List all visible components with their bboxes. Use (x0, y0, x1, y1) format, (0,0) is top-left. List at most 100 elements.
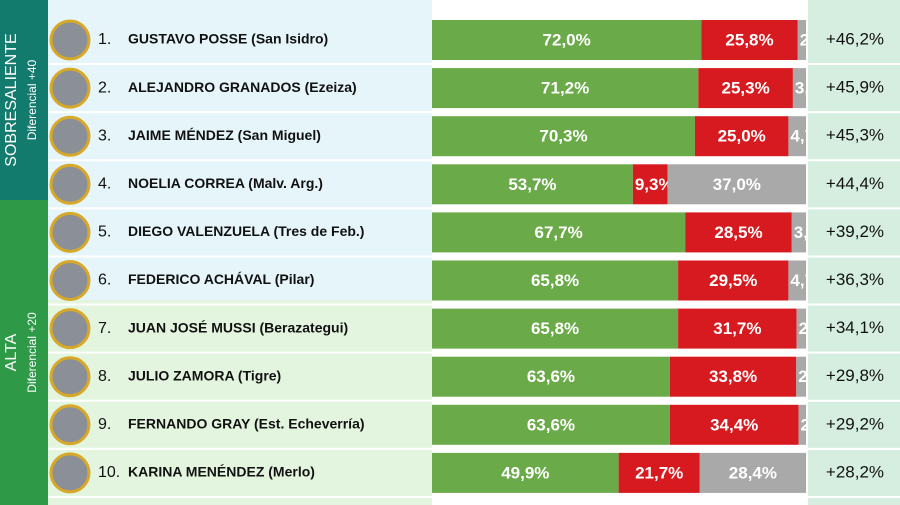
group-panel (0, 200, 48, 505)
bar-segment (792, 68, 806, 109)
avatar (49, 163, 91, 205)
rank: 6. (98, 272, 111, 289)
value-label: 49,9% (501, 463, 549, 482)
value-label: 2,0% (801, 415, 840, 434)
bar-segment (678, 260, 789, 301)
differential: +44,4% (826, 174, 884, 193)
differential: +46,2% (826, 29, 884, 48)
value-label: 21,7% (635, 463, 683, 482)
avatar (49, 356, 91, 398)
value-label: 63,6% (527, 415, 575, 434)
value-label: 28,4% (729, 463, 777, 482)
value-label: 25,3% (721, 79, 769, 98)
differential: +45,9% (826, 78, 884, 97)
value-label: 37,0% (713, 175, 761, 194)
bar-segment (669, 404, 799, 445)
name: FEDERICO ACHÁVAL (Pilar) (128, 271, 314, 287)
bars: 72,0% 25,8% 2,2% 71,2% 25,3% 3,5% 70,3% 25,0% 4,… (432, 20, 840, 493)
group-panel (0, 0, 48, 200)
avatar (49, 67, 91, 109)
bar-segment (432, 308, 679, 349)
name: JAIME MÉNDEZ (San Miguel) (128, 127, 321, 143)
value-label: 71,2% (541, 79, 589, 98)
bar-segment (796, 356, 806, 397)
rank: 10. (98, 464, 120, 481)
group-sublabel: Diferencial +20 (25, 312, 39, 393)
value-label: 4,7% (790, 127, 829, 146)
bar-segment (788, 260, 806, 301)
value-label: 34,4% (710, 415, 758, 434)
bar-segment (678, 308, 797, 349)
differential: +39,2% (826, 222, 884, 241)
differential: +29,2% (826, 414, 884, 433)
bar-segment (698, 68, 793, 109)
avatar (49, 308, 91, 350)
value-label: 28,5% (714, 223, 762, 242)
value-label: 31,7% (713, 319, 761, 338)
value-label: 2,6% (798, 367, 837, 386)
name: ALEJANDRO GRANADOS (Ezeiza) (128, 79, 357, 95)
name: NOELIA CORREA (Malv. Arg.) (128, 175, 323, 191)
avatar (49, 19, 91, 61)
bar-segment (432, 452, 619, 493)
bar-segment (432, 260, 679, 301)
name: DIEGO VALENZUELA (Tres de Feb.) (128, 223, 364, 239)
avatar (49, 115, 91, 157)
value-label: 67,7% (534, 223, 582, 242)
value-label: 3,8% (794, 223, 833, 242)
group-sublabel: Diferencial +40 (25, 59, 39, 140)
bar-segment (432, 164, 633, 205)
value-label: 25,8% (725, 30, 773, 49)
avatar (49, 260, 91, 301)
bar-segment (685, 212, 792, 253)
group-label: ALTA (3, 333, 20, 371)
name: FERNANDO GRAY (Est. Echeverría) (128, 416, 365, 432)
value-label: 29,5% (709, 271, 757, 290)
differential: +34,1% (826, 318, 884, 337)
bar-segment (632, 164, 668, 205)
value-label: 72,0% (543, 30, 591, 49)
bar-segment (432, 356, 670, 397)
value-label: 9,3% (635, 175, 674, 194)
rank: 4. (98, 176, 111, 193)
bar-segment (694, 116, 789, 157)
bar-segment (701, 20, 798, 60)
bar-segment (618, 452, 700, 493)
row-band (48, 0, 432, 300)
bar-segment (798, 404, 806, 445)
name: KARINA MENÉNDEZ (Merlo) (128, 464, 315, 480)
bar-segment (432, 68, 699, 109)
bar-segment (669, 356, 797, 397)
bar-segment (791, 212, 806, 253)
avatar (49, 452, 91, 494)
avatar (49, 211, 91, 253)
differential: +29,8% (826, 366, 884, 385)
bar-segment (796, 308, 806, 349)
bar-segment (788, 116, 806, 157)
value-label: 63,6% (527, 367, 575, 386)
rank: 1. (98, 31, 111, 48)
value-label: 3,5% (795, 79, 834, 98)
value-label: 70,3% (539, 127, 587, 146)
value-label: 65,8% (531, 271, 579, 290)
rank: 8. (98, 368, 111, 385)
bar-segment (432, 116, 695, 157)
bar-segment (699, 452, 806, 493)
value-label: 2,5% (799, 319, 838, 338)
value-label: 25,0% (718, 127, 766, 146)
rank: 5. (98, 224, 111, 241)
rank: 3. (98, 127, 111, 144)
group-label: SOBRESALIENTE (3, 33, 20, 166)
rank: 7. (98, 320, 111, 337)
value-label: 4,7% (790, 271, 829, 290)
name: GUSTAVO POSSE (San Isidro) (128, 31, 328, 47)
name: JULIO ZAMORA (Tigre) (128, 367, 281, 383)
rank: 2. (98, 79, 111, 96)
bar-segment (797, 20, 806, 60)
diff-column (808, 0, 900, 505)
bar-segment (667, 164, 806, 205)
value-label: 2,2% (800, 30, 839, 49)
value-label: 33,8% (709, 367, 757, 386)
avatar (49, 404, 91, 446)
